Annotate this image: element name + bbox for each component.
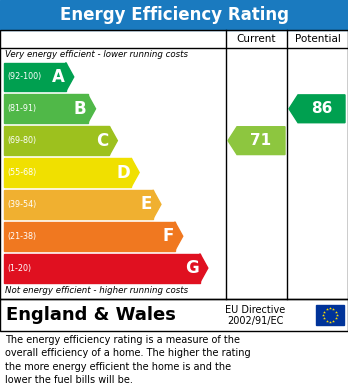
Text: (81-91): (81-91) <box>7 104 36 113</box>
Polygon shape <box>228 127 285 154</box>
Bar <box>316 305 344 325</box>
Bar <box>4 158 131 187</box>
Text: B: B <box>74 100 87 118</box>
Bar <box>4 126 109 155</box>
Text: 2002/91/EC: 2002/91/EC <box>227 316 283 326</box>
Text: (21-38): (21-38) <box>7 232 36 241</box>
Polygon shape <box>289 95 345 123</box>
Text: A: A <box>52 68 65 86</box>
Polygon shape <box>153 190 161 219</box>
Text: The energy efficiency rating is a measure of the: The energy efficiency rating is a measur… <box>5 335 240 345</box>
Text: (69-80): (69-80) <box>7 136 36 145</box>
Text: (92-100): (92-100) <box>7 72 41 81</box>
Text: (55-68): (55-68) <box>7 168 36 177</box>
Text: EU Directive: EU Directive <box>225 305 285 315</box>
Polygon shape <box>88 94 96 123</box>
Bar <box>0 30 348 299</box>
Text: 71: 71 <box>251 133 271 148</box>
Text: G: G <box>185 259 199 277</box>
Polygon shape <box>175 222 183 251</box>
Text: 86: 86 <box>311 101 332 116</box>
Text: Energy Efficiency Rating: Energy Efficiency Rating <box>60 6 288 24</box>
Bar <box>4 254 200 283</box>
Text: C: C <box>96 132 108 150</box>
Text: (1-20): (1-20) <box>7 264 31 273</box>
Text: (39-54): (39-54) <box>7 200 36 209</box>
Bar <box>0 299 348 331</box>
Polygon shape <box>200 254 208 283</box>
Text: Potential: Potential <box>294 34 340 44</box>
Polygon shape <box>131 158 139 187</box>
Polygon shape <box>109 126 117 155</box>
Bar <box>0 0 348 30</box>
Text: F: F <box>163 227 174 245</box>
Text: Current: Current <box>237 34 276 44</box>
Bar <box>4 94 88 123</box>
Bar <box>4 190 153 219</box>
Text: Very energy efficient - lower running costs: Very energy efficient - lower running co… <box>5 50 188 59</box>
Text: lower the fuel bills will be.: lower the fuel bills will be. <box>5 375 133 385</box>
Bar <box>4 63 66 91</box>
Text: E: E <box>141 196 152 213</box>
Text: England & Wales: England & Wales <box>6 306 176 324</box>
Bar <box>4 222 175 251</box>
Text: Not energy efficient - higher running costs: Not energy efficient - higher running co… <box>5 286 188 295</box>
Polygon shape <box>66 63 74 91</box>
Text: D: D <box>117 163 130 181</box>
Text: overall efficiency of a home. The higher the rating: overall efficiency of a home. The higher… <box>5 348 251 358</box>
Text: the more energy efficient the home is and the: the more energy efficient the home is an… <box>5 362 231 372</box>
